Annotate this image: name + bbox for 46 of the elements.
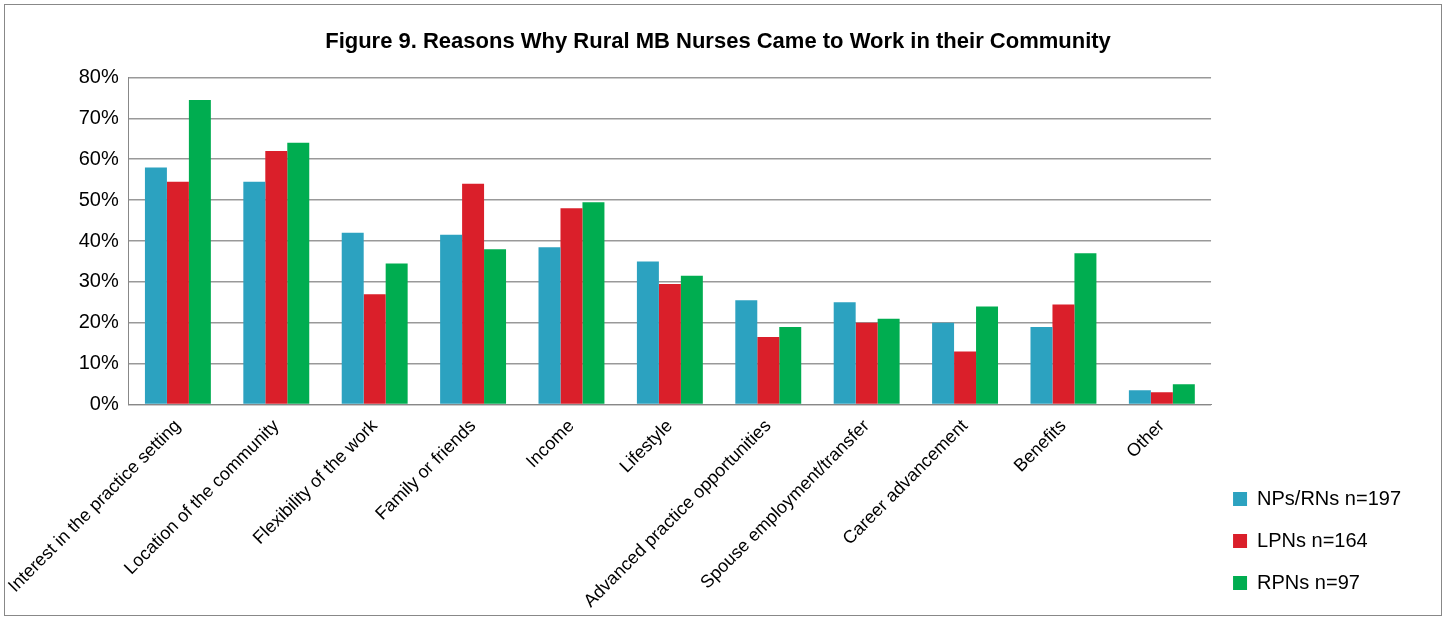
bar <box>757 337 780 404</box>
bar <box>287 142 310 404</box>
bar <box>735 300 758 404</box>
bar <box>265 151 288 404</box>
y-tick-label: 40% <box>78 228 119 251</box>
y-tick-label: 10% <box>78 351 119 374</box>
bar <box>188 99 211 404</box>
bar <box>680 275 703 404</box>
bar <box>582 202 605 404</box>
y-tick-label: 0% <box>89 392 119 415</box>
legend-label: RPNs n=97 <box>1257 570 1360 593</box>
bar <box>243 181 266 404</box>
bar <box>976 306 999 404</box>
bar <box>1074 253 1097 404</box>
y-tick-label: 70% <box>78 105 119 128</box>
y-tick-label: 20% <box>78 310 119 333</box>
bar <box>779 326 802 404</box>
legend-label: LPNs n=164 <box>1257 528 1368 551</box>
y-tick-label: 60% <box>78 146 119 169</box>
bar <box>1052 304 1075 404</box>
chart-title: Figure 9. Reasons Why Rural MB Nurses Came to Work in their Community <box>325 28 1112 54</box>
bar <box>877 318 900 404</box>
bar <box>932 322 955 404</box>
bar <box>1172 384 1195 404</box>
bar <box>166 181 189 404</box>
bar <box>385 263 408 404</box>
bar <box>1150 392 1173 404</box>
bar <box>954 351 977 404</box>
bar <box>855 322 878 404</box>
bar <box>560 208 583 404</box>
bar <box>341 232 364 404</box>
bar <box>440 234 463 404</box>
y-tick-label: 30% <box>78 269 119 292</box>
bar <box>1030 326 1053 404</box>
bar <box>636 261 659 404</box>
bar <box>462 183 485 404</box>
y-tick-label: 50% <box>78 187 119 210</box>
bar <box>363 294 386 404</box>
bar <box>833 302 856 404</box>
bar <box>538 247 561 404</box>
bar <box>658 283 681 404</box>
legend-label: NPs/RNs n=197 <box>1257 486 1402 509</box>
y-tick-label: 80% <box>78 64 119 87</box>
bar <box>144 167 167 404</box>
bar <box>484 249 507 404</box>
bar <box>1128 390 1151 404</box>
